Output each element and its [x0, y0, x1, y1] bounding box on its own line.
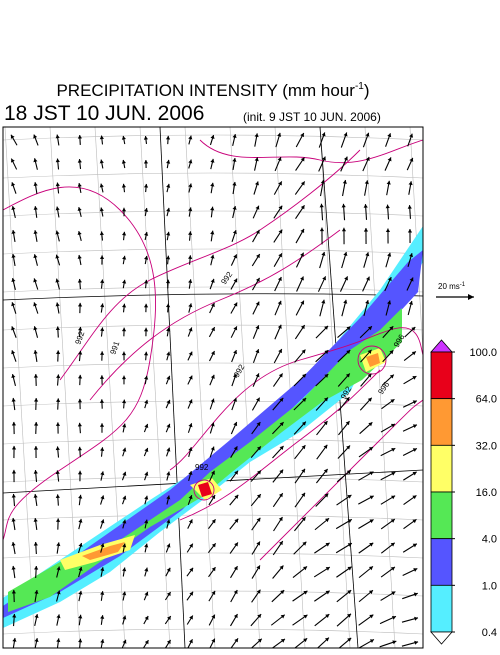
title-text: PRECIPITATION INTENSITY (mm hour — [56, 81, 355, 100]
colorbar-label: 32.0 — [476, 440, 497, 452]
title-close: ) — [364, 81, 370, 100]
colorbar-label: 0.4 — [482, 627, 497, 639]
colorbar-segment — [431, 399, 452, 446]
colorbar-segment — [431, 539, 452, 586]
colorbar-top-triangle — [431, 340, 452, 352]
contour-label: 992 — [195, 463, 209, 472]
colorbar-bottom-triangle — [431, 632, 452, 644]
colorbar-label: 64.0 — [476, 394, 497, 406]
colorbar-segment — [431, 445, 452, 492]
reference-arrow-head — [468, 294, 474, 300]
reference-vector-text: 20 ms — [438, 282, 460, 291]
colorbar-segment — [431, 352, 452, 399]
valid-time: 18 JST 10 JUN. 2006 — [4, 102, 204, 125]
colorbar-segment — [431, 492, 452, 539]
title: PRECIPITATION INTENSITY (mm hour-1) — [56, 81, 369, 100]
reference-vector-label: 20 ms-1 — [438, 282, 466, 291]
colorbar-label: 16.0 — [476, 487, 497, 499]
colorbar-label: 1.0 — [482, 580, 497, 592]
colorbar-segment — [431, 585, 452, 632]
reference-vector-sup: -1 — [460, 282, 466, 288]
reference-vector: 20 ms-1 — [436, 282, 474, 300]
graticule-line — [455, 127, 485, 648]
colorbar-label: 4.0 — [482, 534, 497, 546]
colorbar-label: 100.0 — [469, 347, 497, 359]
colorbar: 100.0 64.0 32.0 16.0 4.0 1.0 0.4 — [431, 340, 497, 644]
init-time: (init. 9 JST 10 JUN. 2006) — [243, 110, 381, 124]
